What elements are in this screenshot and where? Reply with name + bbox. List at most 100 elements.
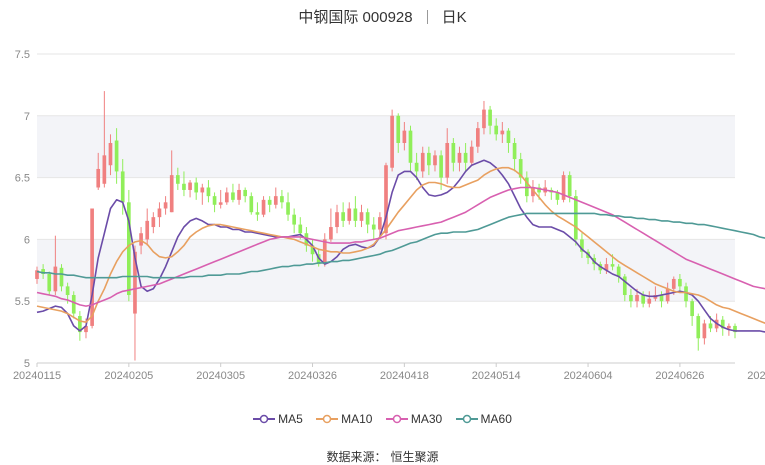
data-source: 数据来源： 恒生聚源	[0, 448, 765, 465]
x-tick-label: 20240418	[380, 370, 429, 382]
candle-body	[445, 142, 450, 178]
candle-body	[310, 245, 315, 255]
candle-body	[384, 165, 388, 234]
candle-body	[678, 278, 682, 287]
legend-label-ma5: MA5	[278, 412, 303, 426]
legend-item-ma10[interactable]: MA10	[316, 412, 372, 426]
candle-body	[298, 224, 303, 234]
candle-body	[506, 130, 511, 143]
candle-body	[420, 152, 425, 172]
candle-body	[396, 115, 401, 143]
candle-body	[120, 171, 125, 203]
candle-body	[622, 276, 627, 296]
candle-body	[322, 239, 327, 265]
candle-body	[231, 192, 235, 200]
series-line-ma5	[36, 159, 765, 333]
legend-swatch-ma5	[253, 414, 276, 424]
chart-title: 中钢国际 000928 日K	[0, 6, 765, 27]
candle-body	[47, 274, 52, 292]
candle-body	[255, 212, 260, 215]
candle-body	[665, 288, 670, 302]
candle-body	[537, 187, 541, 193]
candle-body	[84, 325, 88, 333]
x-tick-label: 20240716	[747, 370, 765, 382]
candle-body	[41, 269, 45, 275]
candle-body	[53, 266, 58, 292]
legend-item-ma5[interactable]: MA5	[253, 412, 303, 426]
candle-body	[206, 187, 211, 197]
candle-body	[267, 199, 272, 205]
candle-body	[292, 214, 296, 225]
candle-body	[488, 109, 492, 126]
candle-body	[727, 325, 731, 329]
candle-body	[476, 128, 480, 147]
legend-swatch-ma60	[455, 414, 478, 424]
period-label[interactable]: 日K	[441, 9, 467, 26]
x-tick-label: 20240604	[564, 370, 613, 382]
candle-body	[616, 266, 621, 277]
candle-body	[35, 270, 39, 279]
legend-swatch-ma30	[385, 414, 408, 424]
candle-body	[635, 295, 639, 302]
candle-body	[157, 208, 162, 218]
candle-body	[212, 196, 217, 205]
candle-body	[139, 233, 143, 246]
x-tick-label: 20240514	[472, 370, 521, 382]
legend-item-ma30[interactable]: MA30	[385, 412, 443, 426]
x-tick-label: 20240205	[104, 370, 153, 382]
candle-body	[335, 212, 339, 228]
candle-body	[629, 295, 633, 302]
candle-body	[169, 175, 174, 213]
legend-label-ma10: MA10	[341, 412, 373, 426]
candle-body	[647, 298, 652, 304]
candle-body	[127, 202, 131, 296]
candle-body	[329, 227, 333, 240]
candle-body	[59, 267, 64, 287]
candle-body	[151, 217, 156, 228]
title-separator	[426, 10, 428, 24]
source-label: 数据来源：	[326, 450, 387, 464]
candle-body	[494, 125, 499, 135]
candle-body	[347, 208, 352, 221]
candle-body	[604, 264, 609, 271]
candle-body	[555, 192, 560, 200]
candle-body	[133, 251, 137, 314]
candle-body	[433, 155, 437, 166]
series-line-ma60	[36, 212, 765, 279]
candle-body	[708, 323, 713, 329]
candle-body	[188, 182, 192, 190]
candle-body	[90, 208, 94, 326]
candle-body	[482, 109, 486, 129]
candle-body	[402, 130, 407, 143]
candle-body	[512, 142, 517, 160]
candle-body	[218, 202, 223, 205]
y-tick-label: 7	[24, 111, 30, 123]
x-tick-label: 20240326	[288, 370, 337, 382]
candle-body	[408, 130, 413, 163]
x-tick-label: 20240115	[13, 370, 61, 382]
candle-body	[249, 196, 254, 213]
candle-body	[580, 239, 584, 252]
candle-body	[567, 175, 572, 197]
candle-body	[237, 189, 241, 200]
chart-legend: MA5 MA10 MA30 MA60	[0, 412, 765, 426]
candle-body	[341, 212, 345, 221]
legend-item-ma60[interactable]: MA60	[455, 412, 512, 426]
source-name: 恒生聚源	[390, 450, 439, 464]
candle-body	[114, 140, 119, 172]
candle-body	[316, 254, 321, 265]
candle-body	[78, 316, 82, 333]
candle-body	[359, 212, 364, 221]
candle-body	[457, 152, 462, 163]
candle-body	[439, 155, 443, 178]
candle-body	[451, 142, 456, 163]
candle-body	[280, 196, 284, 203]
candle-body	[671, 278, 676, 289]
candle-body	[371, 224, 376, 230]
candle-body	[273, 196, 278, 205]
y-tick-label: 7.5	[15, 49, 30, 61]
candle-body	[573, 196, 578, 240]
candle-body	[286, 202, 290, 215]
legend-label-ma30: MA30	[410, 412, 443, 426]
